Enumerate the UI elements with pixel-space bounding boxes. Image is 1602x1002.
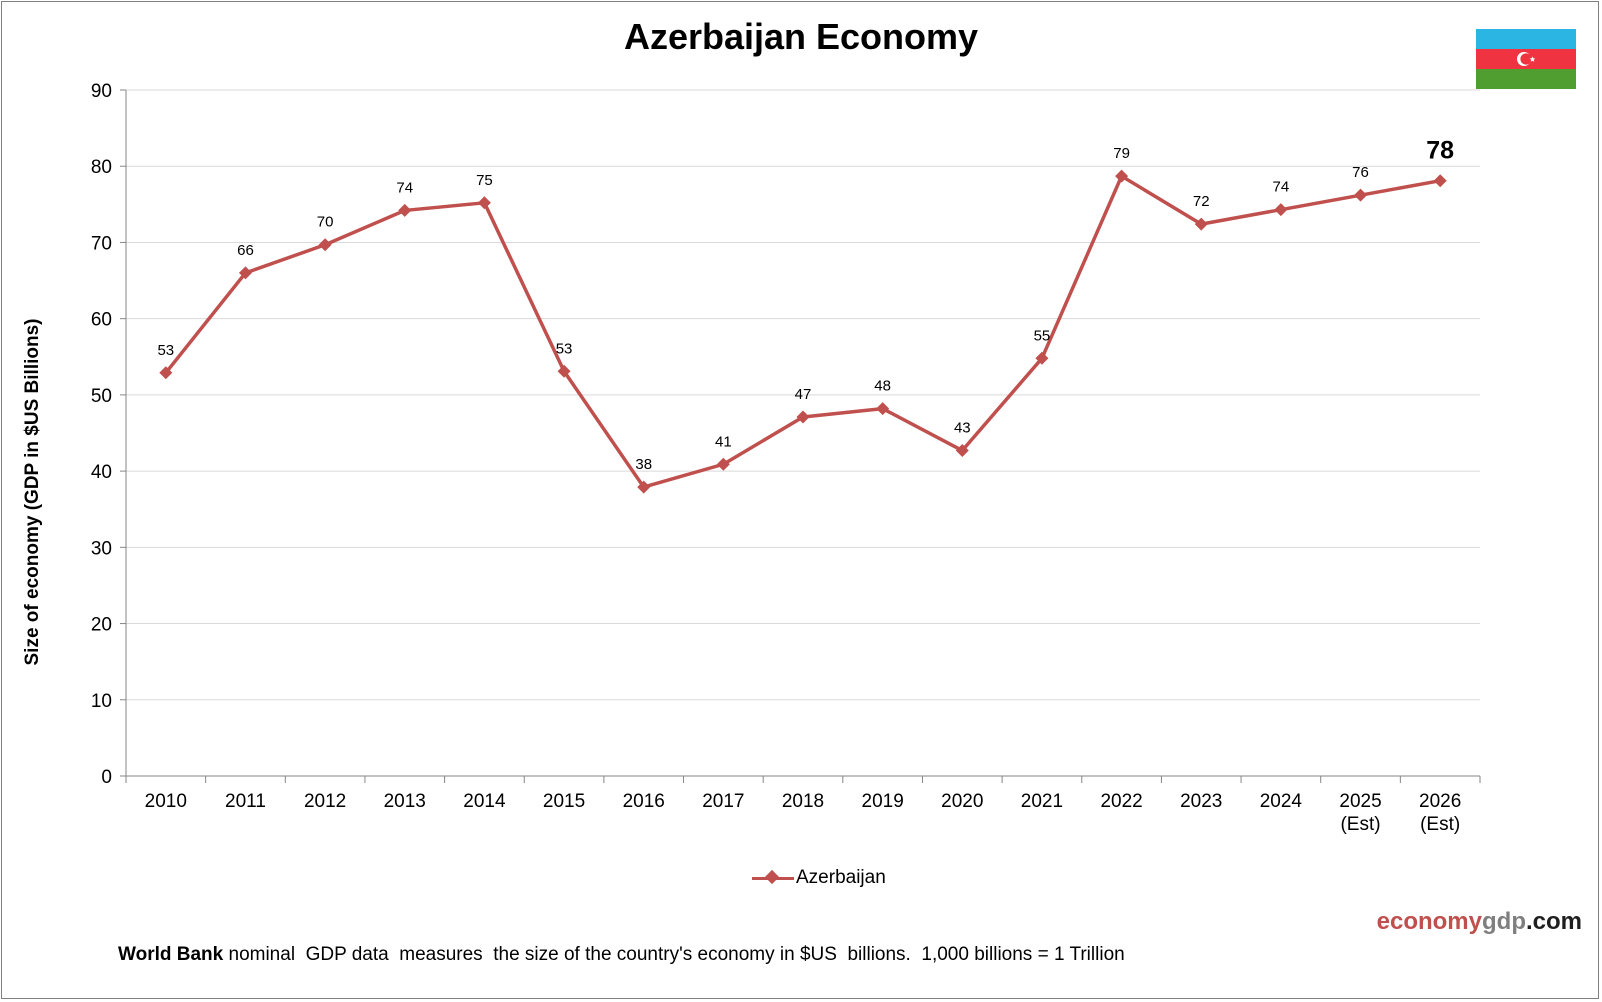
x-tick-label: 2017	[702, 791, 744, 812]
data-point	[159, 366, 173, 380]
data-point	[1274, 203, 1288, 217]
data-label: 53	[556, 340, 573, 357]
y-tick-label: 10	[91, 691, 112, 712]
data-label: 43	[954, 420, 971, 437]
data-label: 75	[476, 172, 493, 189]
x-tick-label: 2021	[1021, 791, 1063, 812]
x-tick-label: 2018	[782, 791, 824, 812]
x-tick-label: 2024	[1260, 791, 1303, 812]
data-label: 72	[1193, 193, 1210, 210]
data-point	[477, 196, 491, 210]
data-label: 48	[874, 378, 891, 395]
y-tick-label: 60	[91, 310, 112, 331]
y-tick-label: 40	[91, 462, 112, 483]
data-label: 79	[1113, 145, 1130, 162]
data-point	[557, 364, 571, 378]
x-tick-label: 2013	[384, 791, 426, 812]
series-line	[164, 174, 1441, 489]
y-tick-label: 30	[91, 538, 112, 559]
footnote: World Bank nominal GDP data measures the…	[118, 944, 1125, 966]
x-tick-label: 2023	[1180, 791, 1222, 812]
data-point	[318, 238, 332, 252]
y-tick-label: 50	[91, 386, 112, 407]
footnote-text: nominal GDP data measures the size of th…	[223, 944, 1125, 965]
y-tick-label: 90	[91, 81, 112, 102]
data-point	[955, 444, 969, 458]
x-tick-label: 2019	[862, 791, 904, 812]
data-label: 74	[396, 179, 413, 196]
y-tick-label: 80	[91, 157, 112, 178]
data-point	[1194, 217, 1208, 231]
data-point	[1035, 351, 1049, 365]
y-tick-label: 20	[91, 615, 112, 636]
data-point	[876, 402, 890, 416]
legend-marker-icon	[752, 866, 794, 890]
data-point	[1433, 174, 1447, 188]
x-tick-label: 2025 (Est)	[1339, 791, 1381, 835]
data-label: 47	[795, 386, 812, 403]
y-tick-label: 0	[101, 767, 112, 788]
footnote-source: World Bank	[118, 944, 224, 965]
data-label: 53	[157, 342, 174, 359]
x-tick-label: 2014	[463, 791, 506, 812]
x-tick-label: 2011	[225, 791, 266, 812]
y-tick-label: 70	[91, 233, 112, 254]
x-tick-label: 2015	[543, 791, 585, 812]
data-point	[238, 266, 252, 280]
x-tick-label: 2010	[145, 791, 187, 812]
data-point	[637, 480, 651, 494]
data-point	[1115, 169, 1129, 183]
data-label: 55	[1034, 327, 1051, 344]
x-tick-label: 2016	[623, 791, 665, 812]
azerbaijan-flag-icon	[1476, 29, 1576, 89]
data-point	[796, 410, 810, 424]
x-tick-label: 2022	[1100, 791, 1142, 812]
data-label: 66	[237, 242, 254, 259]
data-point	[716, 457, 730, 471]
data-label: 74	[1273, 179, 1290, 196]
x-tick-label: 2012	[304, 791, 346, 812]
data-label: 38	[635, 456, 652, 473]
chart-title: Azerbaijan Economy	[623, 16, 979, 57]
legend-label: Azerbaijan	[796, 867, 886, 888]
legend: Azerbaijan	[752, 866, 886, 890]
data-label: 76	[1352, 164, 1369, 181]
x-tick-label: 2026 (Est)	[1419, 791, 1461, 835]
data-label: 78	[1426, 137, 1454, 165]
x-tick-label: 2020	[941, 791, 983, 812]
data-point	[398, 203, 412, 217]
data-label: 41	[715, 433, 732, 450]
data-label: 70	[317, 214, 334, 231]
brand-watermark: economygdp.com	[1376, 908, 1582, 935]
data-point	[1354, 188, 1368, 202]
